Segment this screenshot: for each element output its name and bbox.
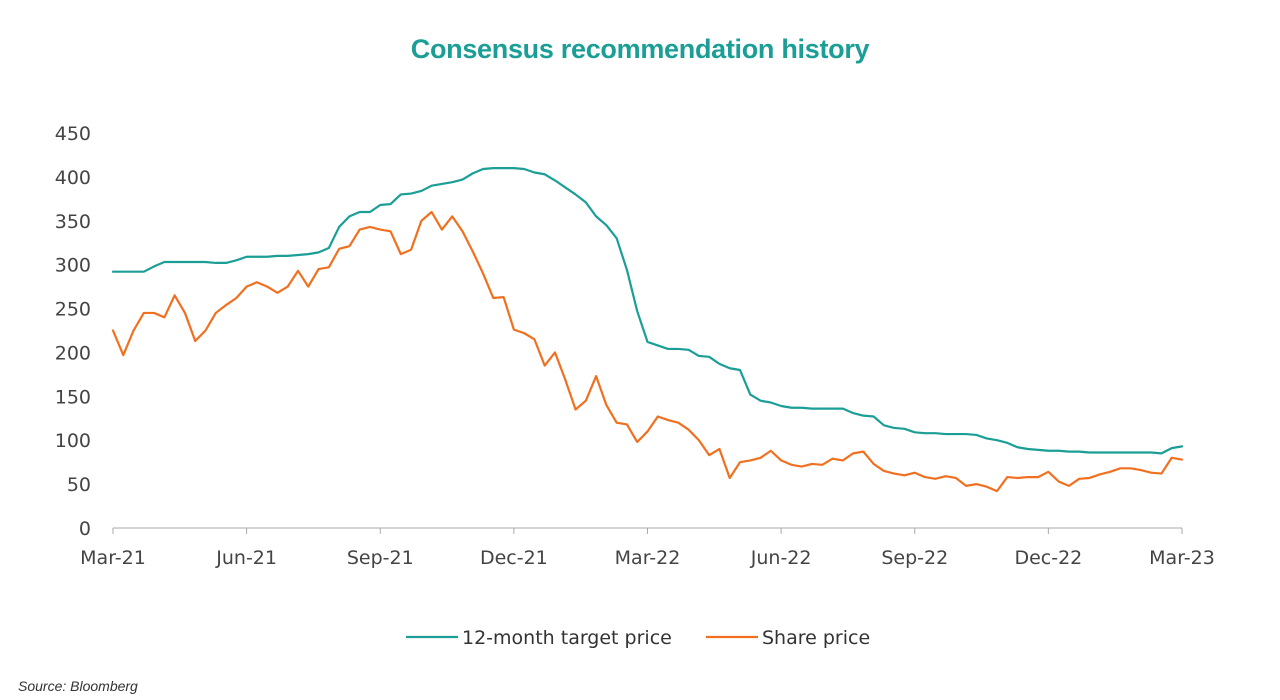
y-tick-label: 150 (55, 386, 91, 408)
x-tick-label: Mar-21 (80, 547, 146, 569)
x-tick-label: Jun-21 (215, 547, 277, 569)
legend-item-share-price: Share price (706, 627, 870, 649)
x-tick-label: Mar-22 (615, 547, 681, 569)
x-tick-label: Sep-21 (347, 547, 414, 569)
source-note: Source: Bloomberg (18, 678, 138, 694)
legend-item-target-price: 12-month target price (406, 627, 672, 649)
chart-title: Consensus recommendation history (410, 34, 870, 64)
x-tick-label: Mar-23 (1149, 547, 1215, 569)
x-tick-label: Dec-21 (480, 547, 548, 569)
y-tick-label: 300 (55, 255, 91, 277)
target-price-line (111, 167, 1184, 455)
x-tick-label: Jun-22 (750, 547, 812, 569)
x-tick-label: Sep-22 (881, 547, 948, 569)
legend-label: 12-month target price (462, 627, 672, 649)
x-tick-label: Dec-22 (1014, 547, 1082, 569)
y-tick-label: 250 (55, 299, 91, 321)
y-tick-label: 0 (79, 518, 91, 540)
legend-label: Share price (762, 627, 870, 649)
series-lines (111, 167, 1184, 493)
x-axis-ticks: Mar-21 Jun-21 Sep-21 Dec-21 Mar-22 Jun-22 Sep-… (80, 528, 1215, 569)
y-tick-label: 100 (55, 430, 91, 452)
y-tick-label: 450 (55, 123, 91, 145)
y-tick-label: 200 (55, 342, 91, 364)
legend: 12-month target price Share price (406, 627, 870, 649)
y-tick-label: 400 (55, 167, 91, 189)
share-price-line (111, 210, 1184, 493)
y-axis-ticks: 0 50 100 150 200 250 300 350 400 450 (55, 123, 91, 540)
y-tick-label: 350 (55, 211, 91, 233)
y-tick-label: 50 (67, 474, 91, 496)
